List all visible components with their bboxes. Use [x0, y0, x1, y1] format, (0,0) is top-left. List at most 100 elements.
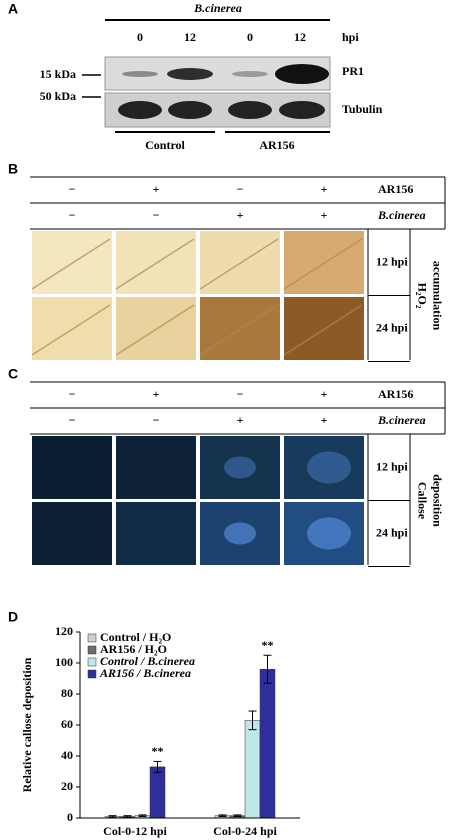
photo-signal — [224, 456, 256, 479]
legend-label: Control / B.cinerea — [100, 654, 195, 668]
legend-label: AR156 / B.cinerea — [99, 666, 191, 680]
measure-label: accumulation — [430, 261, 444, 331]
treatment-name: B.cinerea — [377, 413, 426, 427]
bar-chart: D Relative callose deposition 0 20 40 60 80 100… — [8, 609, 300, 838]
panel-label: C — [8, 366, 18, 382]
significance-label: ** — [152, 744, 164, 758]
photo-vein — [115, 304, 195, 356]
photo — [116, 436, 196, 499]
photo-vein — [283, 238, 363, 290]
treatment-sign: − — [69, 182, 76, 196]
blot-band — [122, 71, 158, 77]
treatment-sign: + — [237, 413, 244, 427]
treatment-sign: + — [153, 387, 160, 401]
blot-band — [279, 101, 325, 119]
photo — [116, 502, 196, 565]
error-bar — [218, 814, 227, 817]
y-tick-label: 80 — [61, 686, 73, 700]
blot-band — [275, 64, 329, 84]
lane-label: 0 — [247, 30, 253, 44]
y-tick-label: 0 — [67, 810, 73, 824]
significance-label: ** — [262, 638, 274, 652]
legend-swatch — [87, 669, 97, 679]
bar — [244, 720, 261, 819]
photo-vein — [31, 304, 111, 356]
treatment-name: AR156 — [378, 387, 413, 401]
lane-label: 0 — [137, 30, 143, 44]
x-tick-label: Col-0-24 hpi — [213, 824, 277, 838]
marker-label: 15 kDa — [40, 67, 76, 81]
photo — [32, 436, 112, 499]
y-tick-label: 120 — [55, 624, 73, 638]
legend-label: Control / H₂O — [100, 630, 171, 644]
measure-label: H₂O₂ — [415, 283, 429, 309]
panel-label: D — [8, 609, 18, 625]
panel-label: A — [8, 1, 18, 17]
image-panels: B − + − + AR156 − − + + B.cinerea 12 hpi 24 hpi H₂O₂ a… — [8, 161, 446, 567]
photo-vein — [31, 238, 111, 290]
treatment-name: AR156 — [378, 182, 413, 196]
photo-signal — [307, 517, 351, 550]
treatment-sign: + — [321, 413, 328, 427]
measure-label: Callose — [415, 482, 429, 520]
error-bar — [153, 760, 162, 773]
legend-swatch — [87, 633, 97, 643]
marker-label: 50 kDa — [40, 89, 76, 103]
lane-label: 12 — [294, 30, 306, 44]
lane-label: 12 — [184, 30, 196, 44]
blot-band — [228, 101, 272, 119]
treatment-sign: − — [237, 182, 244, 196]
legend-label: AR156 / H₂O — [100, 642, 167, 656]
treatment-sign: + — [237, 208, 244, 222]
image-table: C − + − + AR156 − − + + B.cinerea 12 hpi 24 hpi Callo… — [8, 366, 446, 567]
treatment-sign: + — [321, 208, 328, 222]
error-bar — [233, 814, 242, 817]
group-label: AR156 — [259, 138, 294, 152]
pathogen-label: B.cinerea — [193, 1, 242, 15]
y-tick-label: 20 — [61, 779, 73, 793]
time-label: 12 hpi — [376, 254, 408, 268]
treatment-sign: + — [153, 182, 160, 196]
treatment-name: B.cinerea — [377, 208, 426, 222]
treatment-sign: − — [69, 208, 76, 222]
treatment-sign: + — [321, 182, 328, 196]
time-label: 24 hpi — [376, 320, 408, 334]
photo — [32, 502, 112, 565]
image-table: B − + − + AR156 − − + + B.cinerea 12 hpi 24 hpi H₂O₂ a… — [8, 161, 446, 362]
error-bar — [138, 814, 147, 817]
legend-swatch — [87, 657, 97, 667]
error-bar — [248, 710, 257, 731]
error-bar — [108, 815, 117, 818]
photo-vein — [115, 238, 195, 290]
photo-vein — [283, 304, 363, 356]
photo-signal — [224, 522, 256, 545]
panel-label: B — [8, 161, 18, 177]
photo-vein — [199, 304, 279, 356]
photo-vein — [199, 238, 279, 290]
blot-band — [118, 101, 162, 119]
bar — [259, 668, 276, 819]
error-bar — [263, 654, 272, 684]
blot-band — [168, 101, 212, 119]
legend-swatch — [87, 645, 97, 655]
y-tick-label: 60 — [61, 717, 73, 731]
lane-unit: hpi — [342, 30, 359, 44]
y-axis-label: Relative callose deposition — [20, 657, 34, 792]
y-tick-label: 100 — [55, 655, 73, 669]
blot-band — [167, 68, 213, 80]
time-label: 12 hpi — [376, 459, 408, 473]
photo — [200, 436, 280, 499]
bar — [149, 766, 166, 819]
x-tick-label: Col-0-12 hpi — [103, 824, 167, 838]
blot-band — [232, 71, 268, 77]
treatment-sign: − — [237, 387, 244, 401]
group-label: Control — [145, 138, 185, 152]
y-tick-label: 40 — [61, 748, 73, 762]
photo-signal — [307, 451, 351, 484]
photo — [284, 436, 364, 499]
band-label: PR1 — [342, 64, 364, 78]
treatment-sign: + — [321, 387, 328, 401]
treatment-sign: − — [69, 387, 76, 401]
treatment-sign: − — [153, 413, 160, 427]
